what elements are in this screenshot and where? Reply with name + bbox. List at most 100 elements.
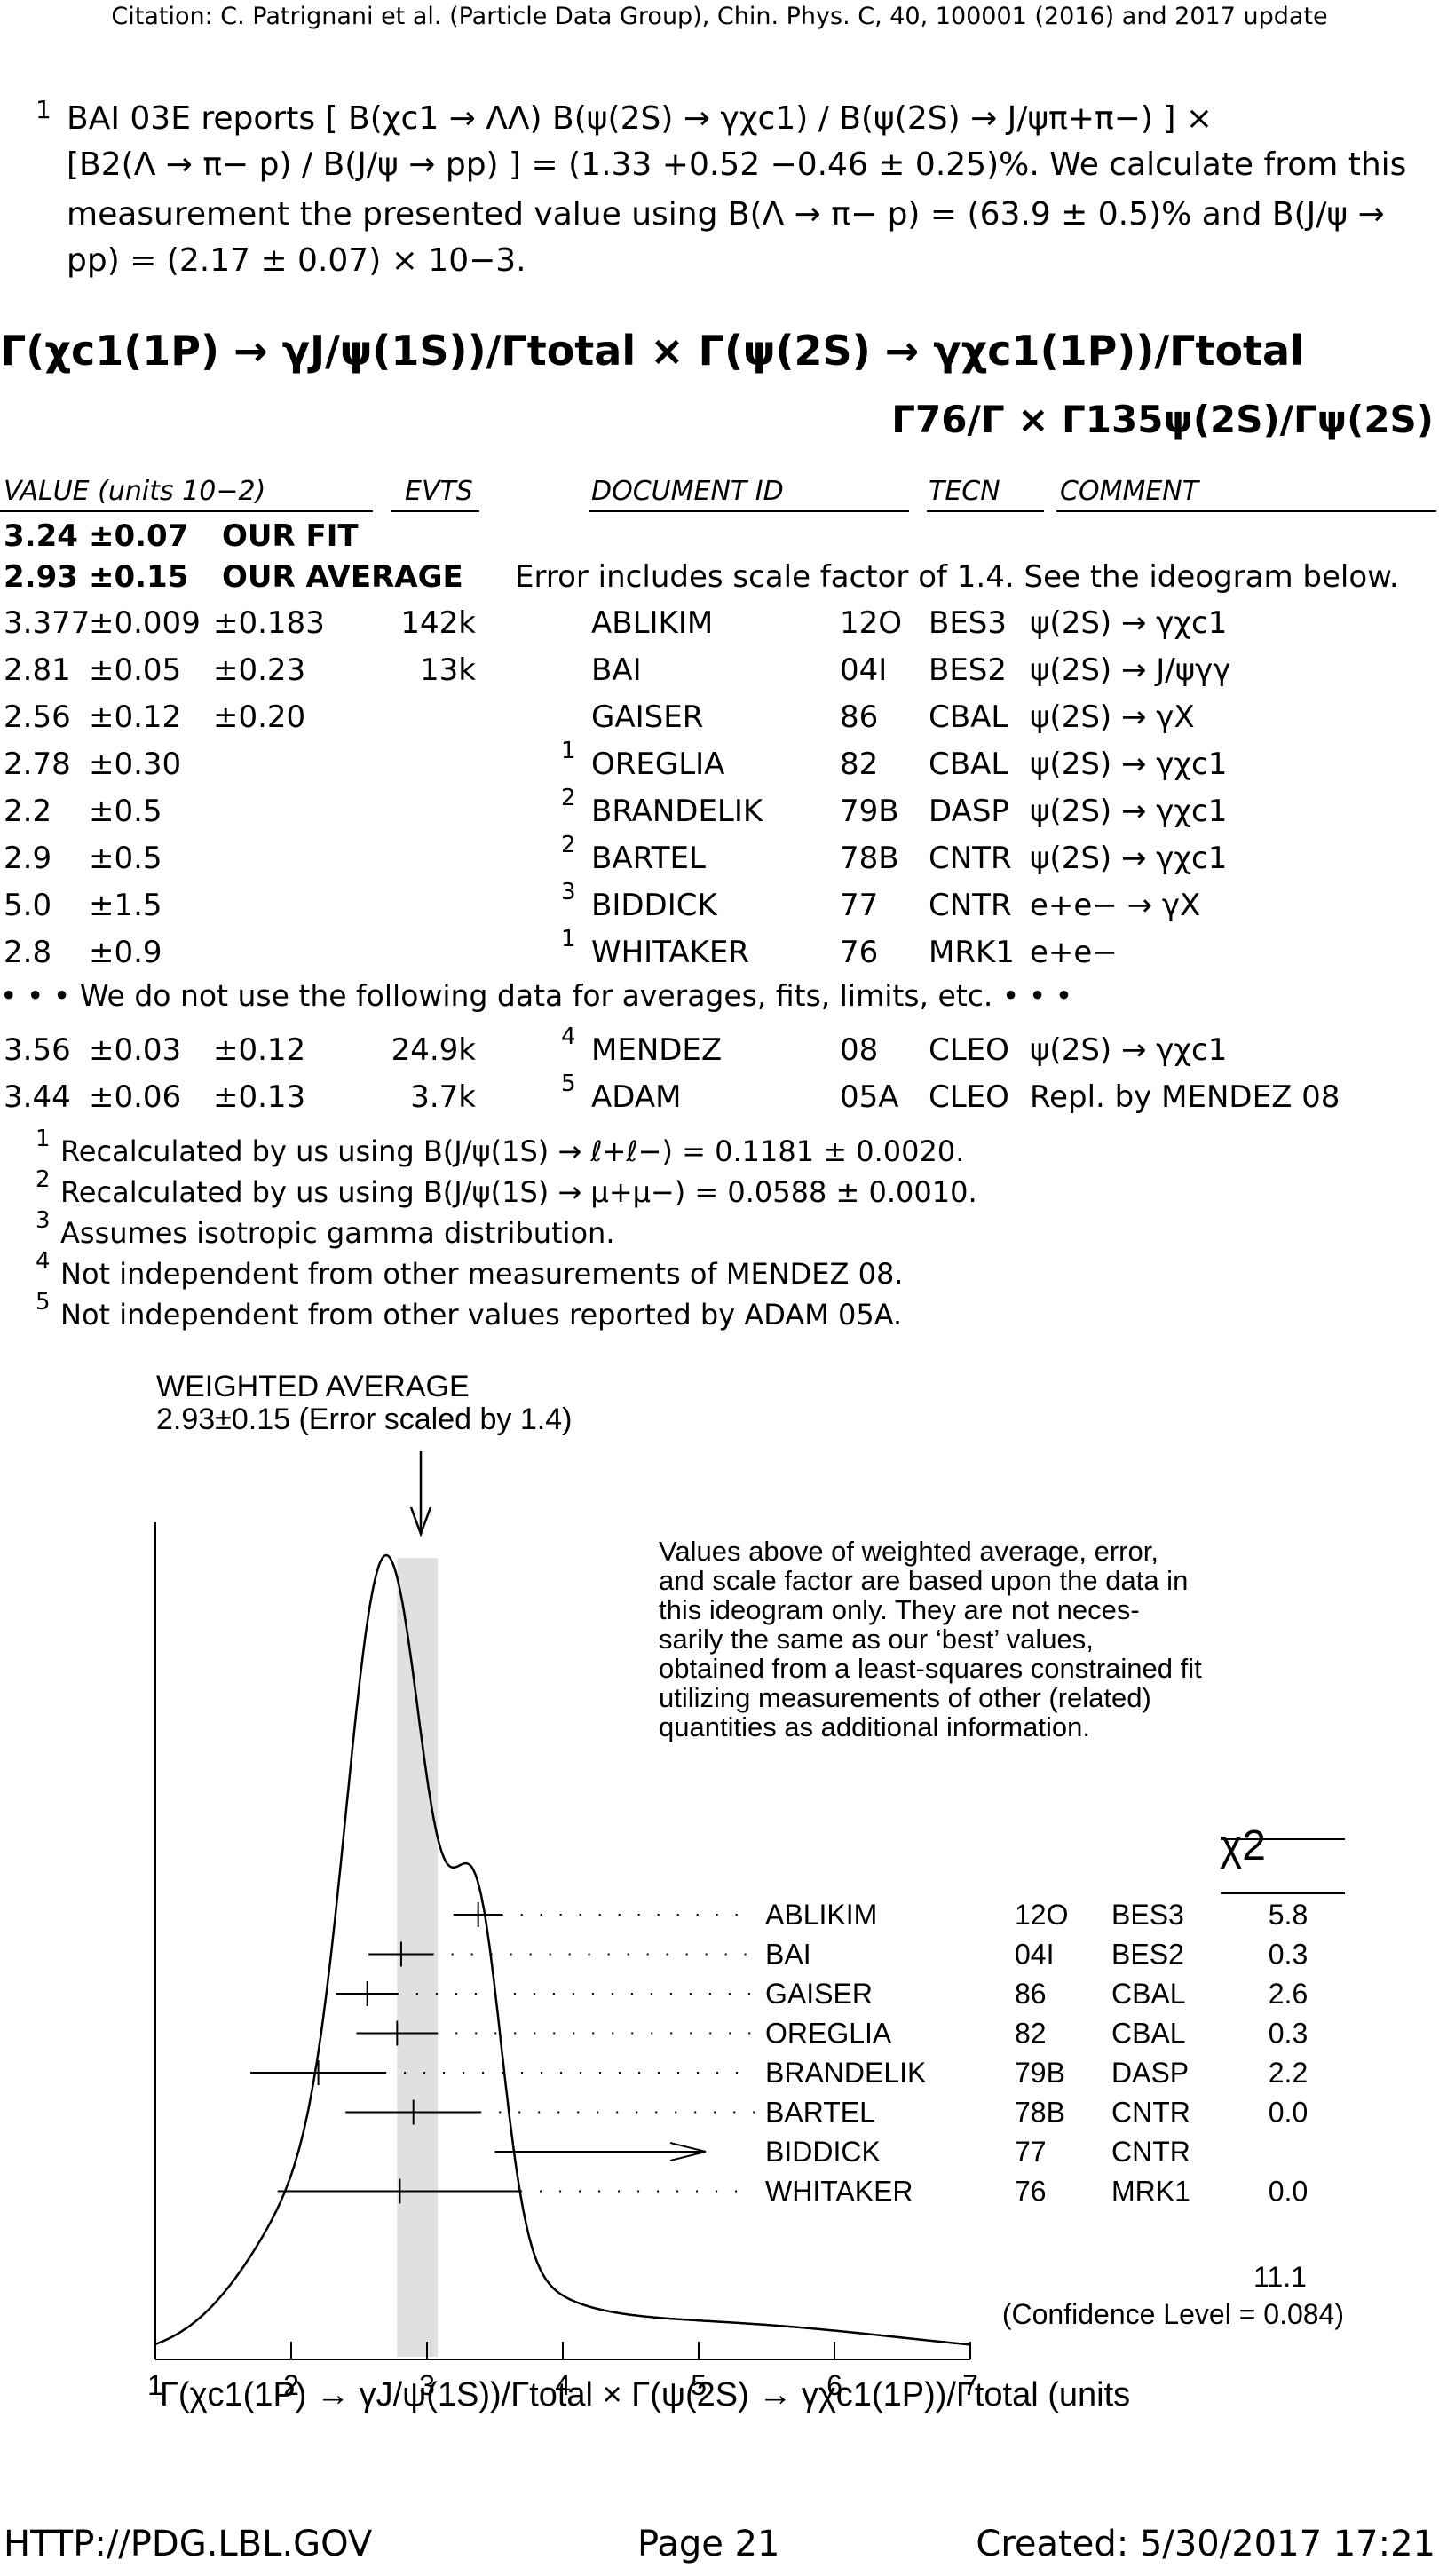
avg-error: ±0.15	[89, 559, 189, 595]
row-value: 5.0	[4, 888, 52, 923]
footnote-number: 3	[36, 1207, 51, 1234]
row-year: 78B	[840, 841, 899, 876]
rule	[1056, 510, 1436, 512]
row-evts: 13k	[420, 652, 476, 688]
ideogram-chi2: 0.3	[1269, 2018, 1308, 2050]
ideogram-yr: 76	[1015, 2176, 1047, 2208]
data-point: BIDDICK 77 CNTR	[494, 2136, 1190, 2168]
rule	[0, 510, 373, 512]
data-point: BAI 04I BES2 0.3	[368, 1939, 1308, 1971]
x-tick-label: 1	[147, 2369, 163, 2401]
row-year: 04I	[840, 652, 888, 688]
row-error2: ±0.20	[213, 699, 306, 735]
ideogram-note-line: utilizing measurements of other (related…	[659, 1682, 1151, 1713]
row-comment: ψ(2S) → J/ψγγ	[1030, 652, 1231, 688]
page-title: Γ(χc1(1P) → γJ/ψ(1S))/Γtotal × Γ(ψ(2S) →…	[0, 327, 1304, 375]
footnote-number: 5	[36, 1289, 51, 1316]
row-comment: Repl. by MENDEZ 08	[1030, 1079, 1340, 1115]
row-tecn: BES2	[929, 652, 1008, 688]
ideogram-yr: 77	[1015, 2136, 1047, 2168]
data-point: GAISER 86 CBAL 2.6	[336, 1978, 1308, 2010]
row-document-id: GAISER	[591, 699, 704, 735]
row-error: ±0.03	[89, 1032, 182, 1068]
footnote-text: Assumes isotropic gamma distribution.	[60, 1216, 615, 1250]
row-value: 2.9	[4, 841, 52, 876]
ideogram-note-line: Values above of weighted average, error,	[659, 1536, 1158, 1567]
row-value: 3.377	[4, 605, 91, 641]
ideogram-yr: 78B	[1015, 2097, 1065, 2129]
ideogram-note-line: obtained from a least-squares constraine…	[659, 1653, 1202, 1684]
row-error: ±0.05	[89, 652, 182, 688]
data-point: WHITAKER 76 MRK1 0.0	[277, 2176, 1308, 2208]
x-tick-label: 3	[419, 2369, 435, 2401]
col-header-value: VALUE (units 10−2)	[4, 476, 266, 507]
ideogram-note-line: this ideogram only. They are not neces-	[659, 1594, 1140, 1625]
ideogram-yr: 86	[1015, 1978, 1047, 2010]
footnote-line: BAI 03E reports [ B(χc1 → ΛΛ) B(ψ(2S) → …	[67, 100, 1213, 137]
ideogram-chi2: 5.8	[1269, 1899, 1308, 1931]
ideogram-name: OREGLIA	[765, 2018, 892, 2050]
ideogram-tecn: CNTR	[1111, 2136, 1190, 2168]
row-year: 12O	[840, 605, 903, 641]
row-comment: e+e− → γX	[1030, 888, 1201, 923]
row-error2: ±0.23	[213, 652, 306, 688]
ideogram-chi2: 0.3	[1269, 1939, 1308, 1971]
row-year: 79B	[840, 794, 899, 829]
row-error: ±1.5	[89, 888, 162, 923]
avg-value: 2.93	[4, 559, 78, 595]
row-year: 86	[840, 699, 879, 735]
data-point: ABLIKIM 12O BES3 5.8	[453, 1899, 1308, 1931]
row-evts: 142k	[400, 605, 476, 641]
row-footnote-marker: 2	[561, 832, 576, 858]
row-tecn: CNTR	[929, 841, 1012, 876]
row-footnote-marker: 2	[561, 785, 576, 811]
ideogram-tecn: CNTR	[1111, 2097, 1190, 2129]
ideogram-curve	[154, 1553, 971, 2346]
x-tick-label: 7	[962, 2369, 978, 2401]
chi2-header: χ2	[1220, 1822, 1266, 1869]
x-axis-label: Γ(χc1(1P) → γJ/ψ(1S))/Γtotal × Γ(ψ(2S) →…	[160, 2376, 1130, 2414]
row-value: 2.8	[4, 935, 52, 970]
ideogram-chi2: 0.0	[1269, 2176, 1308, 2208]
x-tick-label: 5	[691, 2369, 707, 2401]
confidence-level: (Confidence Level = 0.084)	[1002, 2298, 1344, 2330]
rule	[927, 510, 1044, 512]
ideogram-yr: 12O	[1015, 1899, 1068, 1931]
row-footnote-marker: 3	[561, 879, 576, 905]
row-error2: ±0.13	[213, 1079, 306, 1115]
row-footnote-marker: 5	[561, 1071, 576, 1097]
footnote-number: 2	[36, 1166, 51, 1193]
row-comment: ψ(2S) → γχc1	[1030, 794, 1228, 829]
avg-label: OUR AVERAGE	[222, 559, 463, 595]
wa-value: 2.93±0.15 (Error scaled by 1.4)	[156, 1403, 572, 1436]
chi2-total: 11.1	[1253, 2261, 1307, 2293]
ideogram-tecn: MRK1	[1111, 2176, 1190, 2208]
col-header-doc: DOCUMENT ID	[591, 476, 784, 507]
row-document-id: BAI	[591, 652, 642, 688]
footnote-number: 4	[36, 1248, 51, 1275]
row-year: 82	[840, 747, 879, 782]
row-footnote-marker: 1	[561, 738, 576, 764]
row-value: 2.2	[4, 794, 52, 829]
wa-title: WEIGHTED AVERAGE	[156, 1370, 470, 1403]
fit-value: 3.24	[4, 518, 78, 554]
row-error: ±0.5	[89, 841, 162, 876]
row-value: 2.78	[4, 747, 71, 782]
ideogram-note-line: sarily the same as our ‘best’ values,	[659, 1624, 1094, 1655]
ideogram-tecn: DASP	[1111, 2057, 1189, 2089]
row-year: 05A	[840, 1079, 899, 1115]
row-error: ±0.5	[89, 794, 162, 829]
row-evts: 24.9k	[391, 1032, 476, 1068]
footer-url[interactable]: HTTP://PDG.LBL.GOV	[4, 2524, 373, 2564]
row-document-id: BRANDELIK	[591, 794, 763, 829]
row-year: 77	[840, 888, 879, 923]
ideogram-chi2: 2.2	[1269, 2057, 1308, 2089]
x-tick-label: 2	[283, 2369, 299, 2401]
offscale-arrow	[669, 2142, 707, 2161]
ideogram-yr: 04I	[1015, 1939, 1054, 1971]
row-tecn: MRK1	[929, 935, 1015, 970]
subheading: Γ76/Γ × Γ135ψ(2S)/Γψ(2S)	[891, 398, 1434, 441]
citation: Citation: C. Patrignani et al. (Particle…	[111, 3, 1328, 30]
ideogram-note-line: quantities as additional information.	[659, 1711, 1090, 1742]
row-value: 3.56	[4, 1032, 71, 1068]
